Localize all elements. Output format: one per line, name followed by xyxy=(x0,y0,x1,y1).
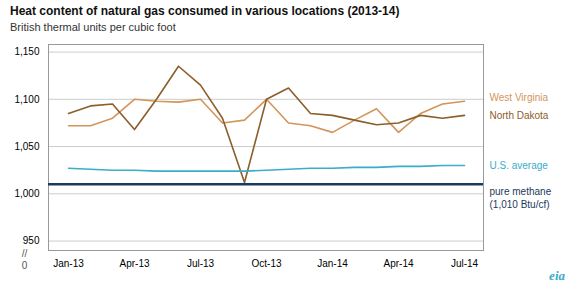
svg-text:Jan-13: Jan-13 xyxy=(53,258,84,269)
svg-text:U.S. average: U.S. average xyxy=(490,160,549,171)
svg-text:1,150: 1,150 xyxy=(14,46,39,57)
svg-text://: // xyxy=(22,248,28,259)
svg-text:pure methane(1,010 Btu/cf): pure methane(1,010 Btu/cf) xyxy=(490,186,552,210)
html-text:British thermal units per cubi: British thermal units per cubic foot xyxy=(10,21,176,33)
html-text:eia: eia xyxy=(549,268,565,283)
svg-text:Jul-13: Jul-13 xyxy=(187,258,215,269)
svg-text:Jul-14: Jul-14 xyxy=(451,258,479,269)
svg-text:950: 950 xyxy=(23,235,40,246)
svg-text:Jan-14: Jan-14 xyxy=(317,258,348,269)
html-text:Heat content of natural gas co: Heat content of natural gas consumed in … xyxy=(10,4,400,18)
svg-text:1,000: 1,000 xyxy=(14,188,39,199)
svg-text:North Dakota: North Dakota xyxy=(490,110,549,121)
svg-text:Apr-13: Apr-13 xyxy=(119,258,149,269)
svg-text:0: 0 xyxy=(22,260,28,271)
svg-text:1,050: 1,050 xyxy=(14,141,39,152)
svg-text:Apr-14: Apr-14 xyxy=(383,258,413,269)
svg-text:Oct-13: Oct-13 xyxy=(251,258,281,269)
svg-text:West Virginia: West Virginia xyxy=(490,92,549,103)
svg-text:1,100: 1,100 xyxy=(14,94,39,105)
